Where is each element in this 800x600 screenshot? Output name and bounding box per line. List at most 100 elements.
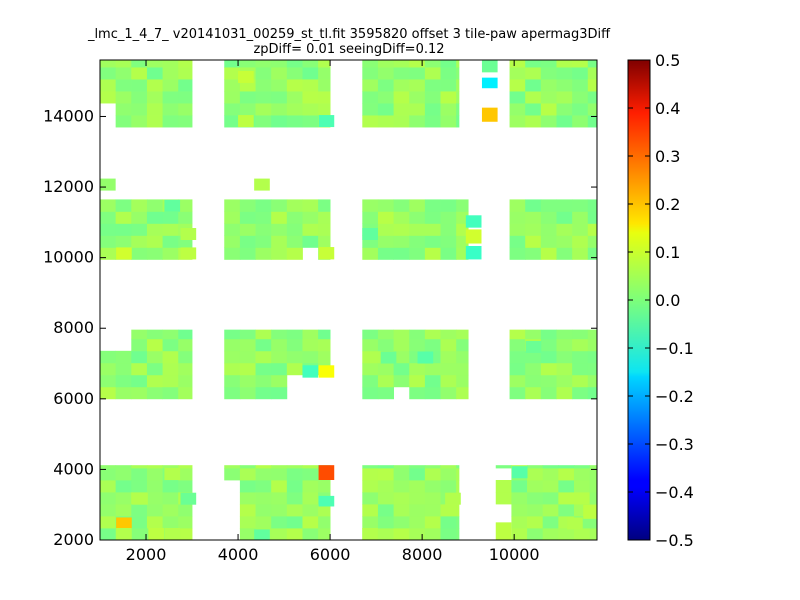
heatmap-cell (286, 115, 303, 128)
heatmap-cell-highlight (495, 522, 512, 540)
heatmap-cell (456, 247, 469, 260)
heatmap-cell (540, 247, 557, 260)
heatmap-cell (556, 338, 573, 352)
heatmap-cell (146, 362, 163, 376)
heatmap-cell (286, 60, 303, 68)
heatmap-cell (131, 468, 148, 481)
heatmap-cell (440, 350, 457, 364)
heatmap-cell (377, 223, 394, 236)
heatmap-cell-highlight (465, 246, 482, 260)
heatmap-cell (540, 235, 557, 248)
heatmap-cell (146, 329, 163, 340)
heatmap-cell (286, 528, 303, 541)
heatmap-cell (377, 492, 394, 505)
heatmap-cell (146, 480, 163, 493)
heatmap-cell (440, 199, 457, 212)
heatmap-cell (271, 91, 288, 104)
heatmap-cell (362, 103, 379, 116)
heatmap-cell-highlight (148, 528, 164, 540)
heatmap-cell-highlight (318, 495, 335, 507)
heatmap-cell (525, 362, 542, 376)
heatmap-cell (440, 468, 457, 481)
heatmap-cell (440, 211, 457, 224)
heatmap-cell (589, 468, 598, 481)
heatmap-cell (318, 329, 331, 340)
heatmap-cell (302, 235, 319, 248)
heatmap-cell (509, 91, 526, 104)
heatmap-cell (440, 516, 457, 529)
heatmap-cell (556, 362, 573, 376)
heatmap-cell (525, 199, 542, 212)
heatmap-cell (440, 338, 457, 352)
heatmap-cell (525, 91, 542, 104)
heatmap-cell (540, 362, 557, 376)
heatmap-cell (286, 480, 303, 493)
heatmap-cell (302, 60, 319, 68)
heatmap-cell (318, 504, 331, 517)
heatmap-cell (495, 465, 512, 469)
heatmap-cell (318, 91, 331, 104)
heatmap-cell (131, 91, 148, 104)
heatmap-cell (302, 223, 319, 236)
heatmap-cell (255, 211, 272, 224)
heatmap-cell (146, 504, 163, 517)
heatmap-cell (540, 329, 557, 340)
heatmap-cell (511, 480, 528, 493)
heatmap-cell (362, 67, 379, 80)
heatmap-cell (146, 374, 163, 388)
heatmap-cell-highlight (164, 528, 181, 540)
heatmap-cell (456, 91, 460, 104)
heatmap-cell (525, 350, 542, 364)
heatmap-cell (424, 211, 441, 224)
heatmap-cell (255, 492, 272, 505)
heatmap-cell (525, 79, 542, 92)
heatmap-cell (556, 350, 573, 364)
heatmap-cell (318, 338, 331, 352)
colorbar-tick-label: 0.0 (655, 291, 680, 310)
heatmap-cell (424, 79, 441, 92)
heatmap-cell (100, 492, 117, 505)
heatmap-cell (542, 516, 559, 529)
heatmap-cell (556, 199, 573, 212)
heatmap-cell (377, 516, 394, 529)
heatmap-cell (393, 480, 410, 493)
heatmap-cell (572, 247, 589, 260)
heatmap-cell (286, 91, 303, 104)
heatmap-cell (556, 329, 573, 340)
heatmap-cell (115, 79, 132, 92)
heatmap-cell (255, 329, 272, 340)
heatmap-cell (424, 91, 441, 104)
heatmap-cell (424, 468, 441, 481)
heatmap-cell (456, 211, 469, 224)
heatmap-cell (558, 465, 575, 469)
heatmap-cell (178, 60, 193, 68)
heatmap-cell (255, 468, 272, 481)
heatmap-cell (362, 468, 379, 481)
heatmap-cell (162, 103, 179, 116)
heatmap-cell (178, 374, 193, 388)
heatmap-cell (115, 103, 132, 116)
heatmap-cell (271, 329, 288, 340)
heatmap-cell (178, 79, 193, 92)
heatmap-cell (393, 516, 410, 529)
heatmap-cell (393, 60, 410, 68)
heatmap-cell (178, 504, 193, 517)
heatmap-cell (409, 516, 426, 529)
heatmap-cell (131, 516, 148, 529)
heatmap-cell (224, 115, 241, 128)
x-tick-label: 6000 (310, 545, 351, 564)
heatmap-cell (377, 338, 394, 352)
heatmap-cell (100, 465, 117, 469)
heatmap-cell (286, 211, 303, 224)
heatmap-cell (440, 465, 457, 469)
heatmap-cell (424, 386, 441, 400)
heatmap-cell (178, 338, 193, 352)
heatmap-cell (255, 338, 272, 352)
heatmap-plot-area (100, 60, 598, 541)
heatmap-cell (115, 492, 132, 505)
heatmap-cell (440, 528, 457, 541)
heatmap-cell (131, 235, 148, 248)
heatmap-cell (178, 115, 193, 128)
heatmap-cell (558, 480, 575, 493)
heatmap-cell (527, 468, 544, 481)
